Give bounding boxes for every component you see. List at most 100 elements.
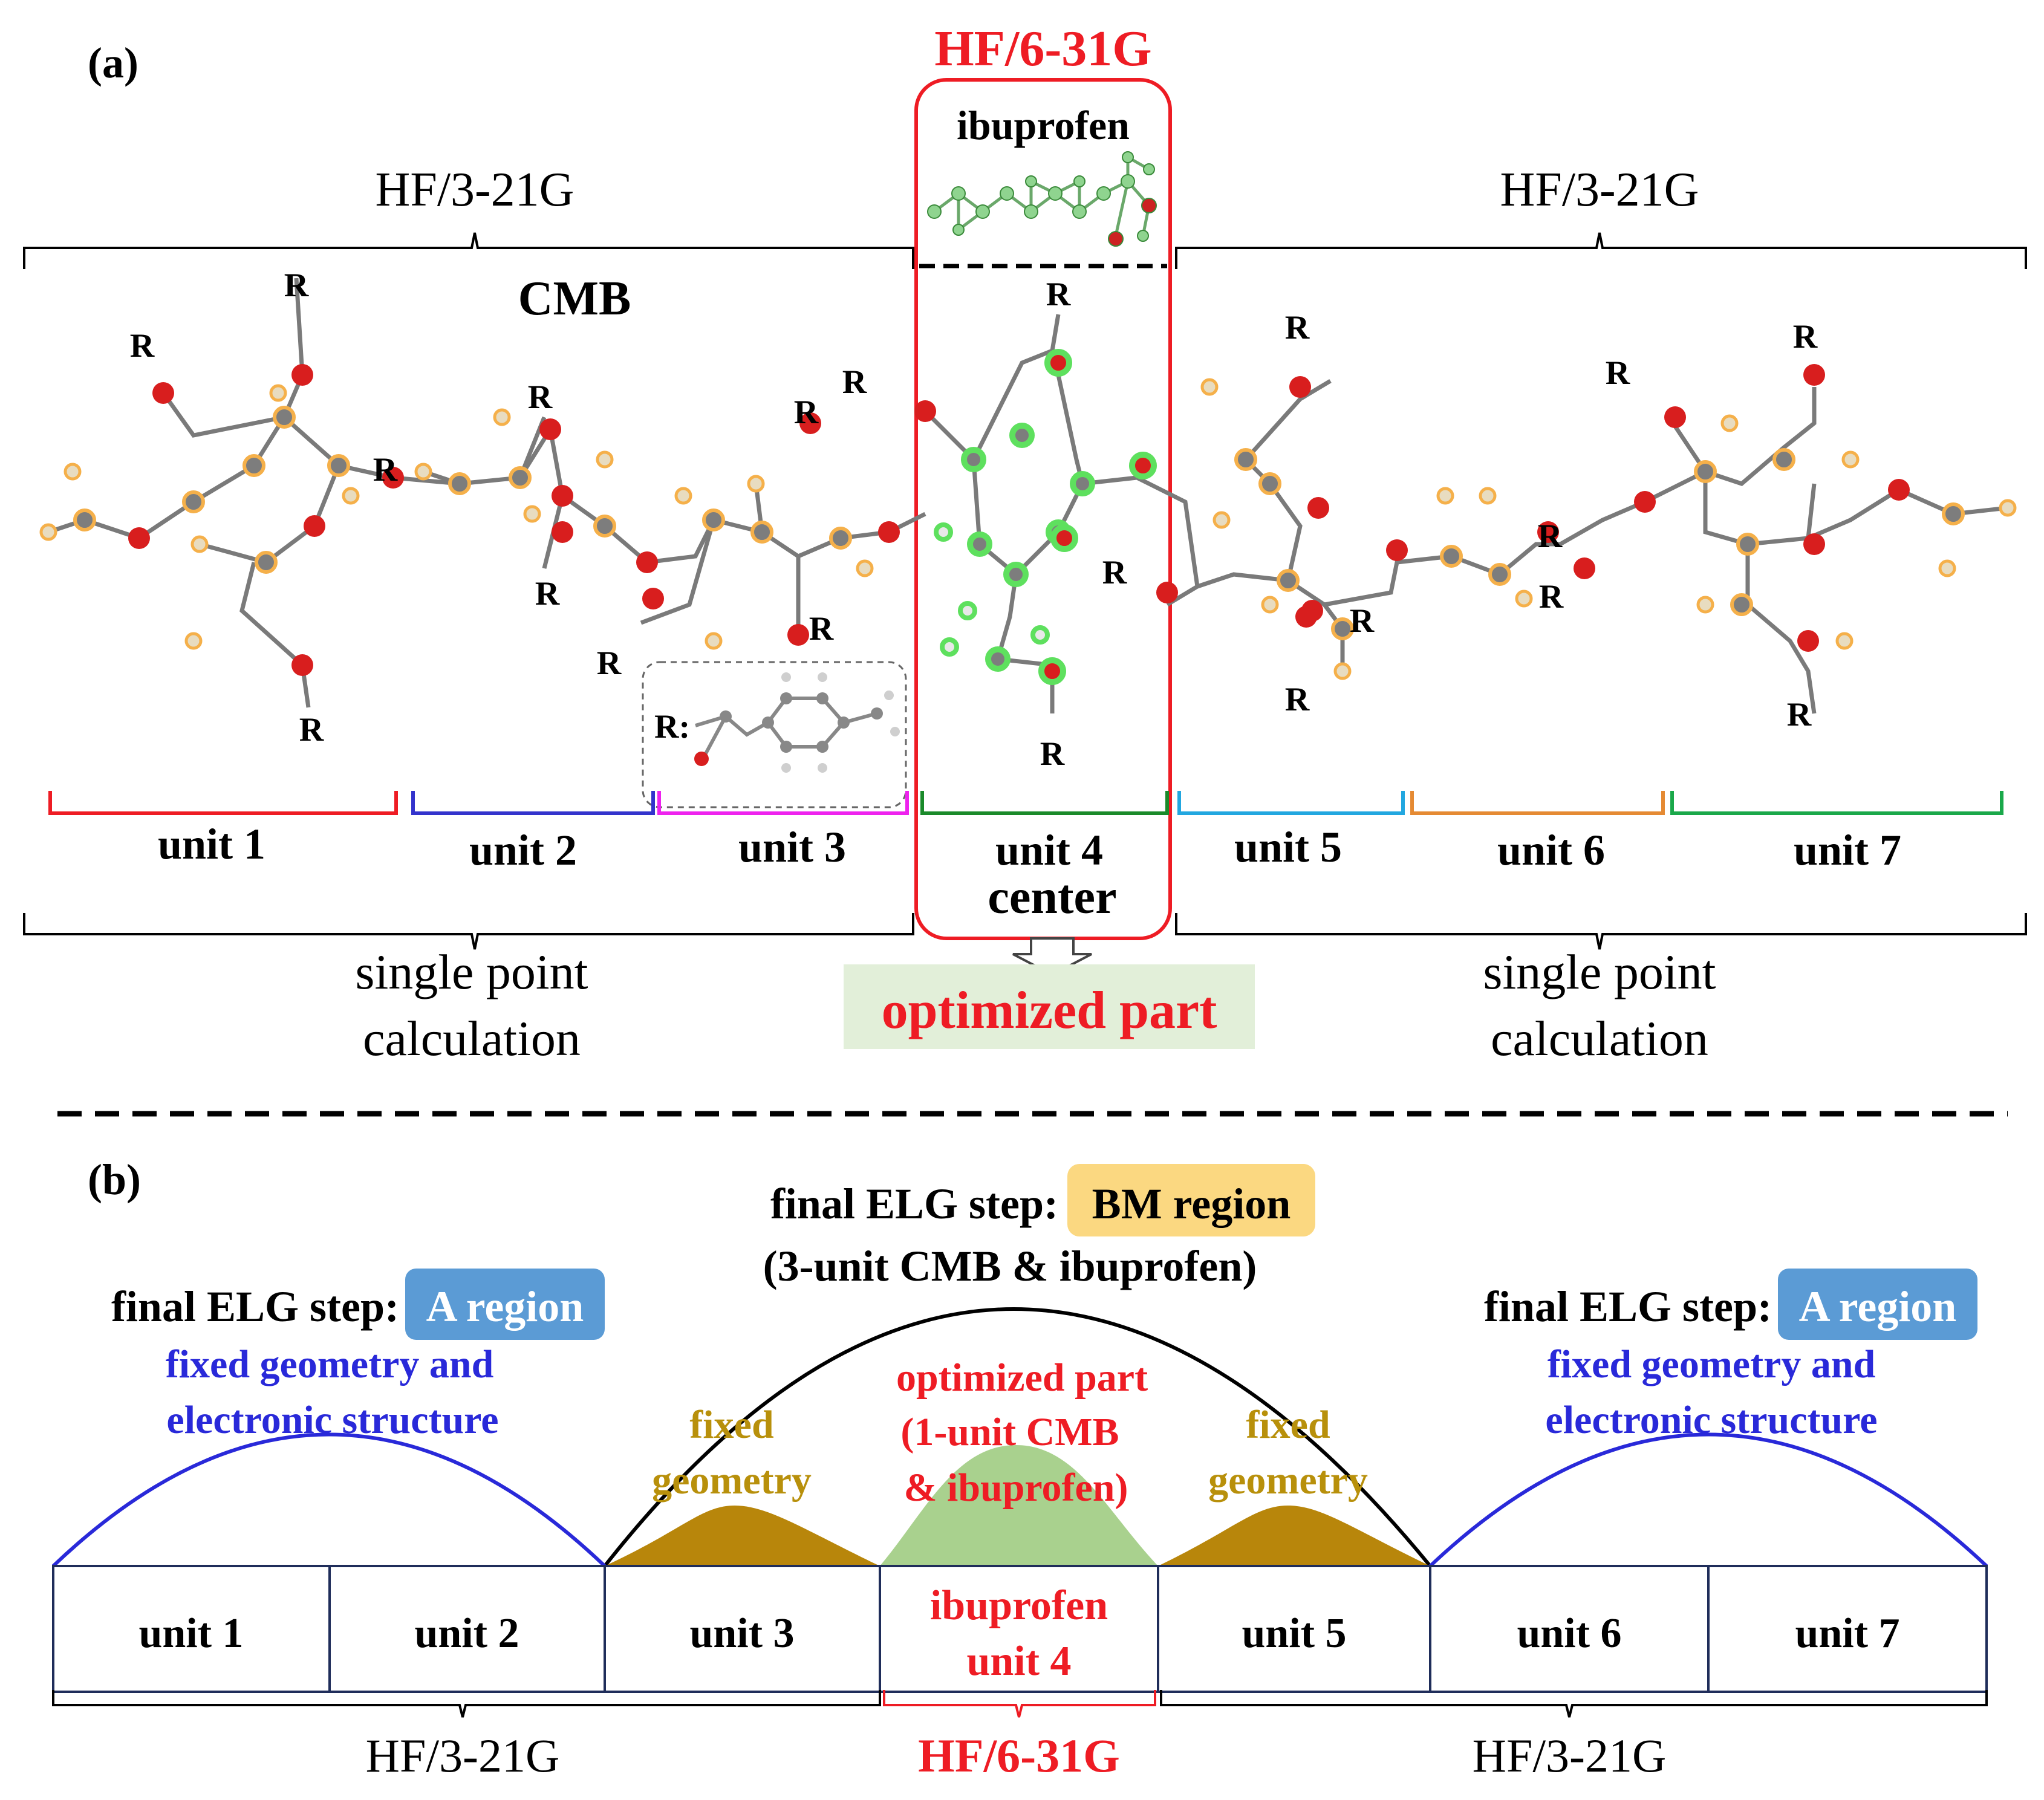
r-label: R (1787, 696, 1812, 733)
left-top-brace (23, 232, 914, 269)
fixed-both-right-1: fixed geometry and (1548, 1342, 1876, 1386)
bm-badge: BM region (1092, 1180, 1291, 1228)
b-left-method: HF/3-21G (366, 1729, 560, 1782)
optimized-bg (844, 964, 1255, 1049)
r-label: R (1538, 518, 1563, 555)
unit-cell-label: unit 5 (1242, 1610, 1346, 1657)
right-bottom-brace (1175, 913, 2027, 950)
r-label: R (1040, 735, 1065, 773)
b-left-brace (52, 1690, 881, 1718)
unit-label: unit 6 (1497, 826, 1605, 874)
r-label: R (130, 327, 155, 365)
unit-3-bracket (657, 791, 909, 815)
left-bottom-brace (23, 913, 914, 950)
unit-cell-label: unit 2 (414, 1610, 519, 1657)
center-method-title: HF/6-31G (934, 21, 1151, 77)
unit-cell-label: unit 6 (1517, 1610, 1621, 1657)
opt-line2: (1-unit CMB (900, 1410, 1119, 1454)
left-calc-line2: calculation (363, 1011, 581, 1066)
a-region-arc-left (51, 1432, 607, 1568)
right-calc-line1: single point (1483, 944, 1716, 999)
r-label: R (528, 379, 553, 416)
unit-5-bracket (1177, 791, 1405, 815)
fixed-geom-left-1: fixed (689, 1403, 773, 1447)
fixed-both-left-1: fixed geometry and (166, 1342, 494, 1386)
a-badge-left: A region (426, 1282, 584, 1331)
center-label: center (988, 871, 1116, 924)
substituent-labels: R R R R R R R R R R R R R R R R R R R R … (130, 267, 1818, 773)
left-calc-line1: single point (356, 944, 588, 999)
bm-subtitle: (3-unit CMB & ibuprofen) (763, 1242, 1257, 1290)
unit-label: unit 2 (469, 826, 577, 874)
unit-1-bracket (48, 791, 398, 815)
unit-label: unit 4 (995, 826, 1103, 874)
fixed-geom-right-1: fixed (1246, 1403, 1330, 1447)
a-badge-right-bg (1778, 1269, 1977, 1340)
panel-b-label: (b) (88, 1155, 141, 1204)
b-center-brace (883, 1690, 1156, 1718)
optimized-label: optimized part (882, 981, 1217, 1040)
unit-label: unit 7 (1794, 826, 1901, 874)
unit-2-bracket (411, 791, 655, 815)
unit-labels-b: unit 1 unit 2 unit 3 unit 5 unit 6 unit … (138, 1582, 1899, 1685)
unit-brackets (48, 791, 2003, 815)
a-region-arc-right (1428, 1432, 1988, 1568)
unit-6-bracket (1410, 791, 1665, 815)
cmb-label: CMB (518, 272, 631, 325)
bm-prefix: final ELG step: (770, 1180, 1058, 1228)
optimized-hump (880, 1445, 1158, 1566)
unit-cell-label: unit 7 (1795, 1610, 1899, 1657)
r-label: R (809, 610, 834, 648)
r-label: R (1606, 354, 1630, 392)
unit-cell-label: unit 3 (689, 1610, 794, 1657)
r-label: R (842, 363, 867, 401)
b-right-brace (1160, 1690, 1988, 1718)
unit-labels-a: unit 1 unit 2 unit 3 unit 4 unit 5 unit … (158, 820, 1901, 874)
r-label: R (1285, 309, 1310, 346)
a-badge-left-bg (405, 1269, 605, 1340)
b-center-method: HF/6-31G (918, 1729, 1120, 1782)
left-method-label: HF/3-21G (376, 163, 574, 216)
r-label: R (373, 451, 398, 489)
center-cell-line2: unit 4 (966, 1638, 1071, 1685)
panel-a-label: (a) (88, 39, 138, 87)
cmb-chain (39, 278, 2017, 714)
unit-label: unit 3 (738, 823, 846, 871)
r-label: R (535, 575, 560, 612)
unit-row (52, 1565, 1988, 1693)
a-prefix-right: final ELG step: (1484, 1282, 1772, 1331)
b-right-method: HF/3-21G (1473, 1729, 1667, 1782)
bm-region-arc (603, 1307, 1432, 1567)
fixed-geometry-hump-left (605, 1506, 880, 1566)
unit-cell-label: unit 1 (138, 1610, 243, 1657)
r-inset-label: R: (654, 708, 690, 746)
fixed-geom-left-2: geometry (652, 1458, 812, 1503)
r-label: R (1285, 681, 1310, 718)
r-label: R (284, 267, 309, 304)
unit-7-bracket (1670, 791, 2003, 815)
r-label: R (1539, 578, 1564, 616)
unit-4-bracket (920, 791, 1169, 815)
r-label: R (597, 645, 622, 682)
ibuprofen-molecule (927, 151, 1157, 247)
unit-label: unit 1 (158, 820, 265, 868)
opt-line3: & ibuprofen) (904, 1466, 1128, 1510)
unit-label: unit 5 (1234, 823, 1342, 871)
r-label: R (794, 394, 819, 431)
fixed-geometry-hump-right (1158, 1506, 1430, 1566)
right-method-label: HF/3-21G (1500, 163, 1699, 216)
right-top-brace (1175, 232, 2027, 269)
r-label: R (1102, 554, 1127, 591)
a-prefix-left: final ELG step: (111, 1282, 399, 1331)
bm-badge-bg (1067, 1164, 1315, 1236)
fixed-geom-right-2: geometry (1208, 1458, 1368, 1503)
r-label: R (1350, 602, 1375, 640)
right-calc-line2: calculation (1491, 1011, 1708, 1066)
r-label: R (1046, 276, 1071, 313)
r-label: R (1793, 318, 1818, 356)
r-inset: R: (642, 661, 907, 808)
a-badge-right: A region (1799, 1282, 1957, 1331)
r-label: R (299, 711, 324, 749)
